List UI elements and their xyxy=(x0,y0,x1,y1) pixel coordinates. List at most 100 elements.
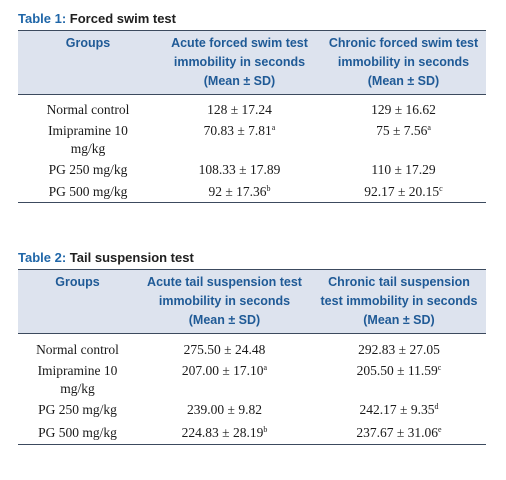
tail-suspension-table: Groups Acute tail suspension test immobili… xyxy=(18,269,486,445)
acute-value-cell: 239.00 ± 9.82 xyxy=(137,398,312,421)
chronic-value-cell: 129 ± 16.62 xyxy=(321,95,486,120)
group-label-line: Imipramine 10 xyxy=(37,363,118,378)
chronic-significance-mark: a xyxy=(427,123,431,132)
chronic-value: 92.17 ± 20.15 xyxy=(364,184,440,199)
chronic-value-cell: 75 ± 7.56a xyxy=(321,119,486,158)
group-label-line: mg/kg xyxy=(60,381,95,396)
acute-value: 128 ± 17.24 xyxy=(207,102,272,117)
acute-significance-mark: b xyxy=(266,184,271,193)
chronic-value-cell: 292.83 ± 27.05 xyxy=(312,334,486,360)
acute-value-cell: 108.33 ± 17.89 xyxy=(158,158,321,180)
group-label-line: Imipramine 10 xyxy=(48,123,128,138)
chronic-value: 129 ± 16.62 xyxy=(371,102,436,117)
group-cell: Normal control xyxy=(18,95,158,120)
chronic-value-cell: 242.17 ± 9.35d xyxy=(312,398,486,421)
table1-caption: Table 1: Forced swim test xyxy=(18,8,486,30)
group-cell: PG 500 mg/kg xyxy=(18,421,137,445)
table-row: PG 250 mg/kg 239.00 ± 9.82 242.17 ± 9.35d xyxy=(18,398,486,421)
table-row: PG 500 mg/kg 92 ± 17.36b 92.17 ± 20.15c xyxy=(18,180,486,203)
acute-value: 275.50 ± 24.48 xyxy=(183,342,266,357)
table1-chronic-header-line: immobility in seconds xyxy=(337,55,470,69)
acute-value: 207.00 ± 17.10 xyxy=(181,363,264,378)
acute-value-cell: 275.50 ± 24.48 xyxy=(137,334,312,360)
group-label-line: PG 250 mg/kg xyxy=(48,162,128,177)
acute-value: 239.00 ± 9.82 xyxy=(187,402,262,417)
table2-groups-header-line: Groups xyxy=(55,275,100,289)
table2-acute-header-line: immobility in seconds xyxy=(158,294,291,308)
table1-groups-header-line: Groups xyxy=(65,36,111,50)
table2-caption-title: Tail suspension test xyxy=(69,250,194,265)
table2-block: Table 2: Tail suspension test Groups Acut… xyxy=(18,247,486,445)
table2-groups-header: Groups xyxy=(18,269,137,334)
chronic-significance-mark: e xyxy=(438,425,442,434)
group-label-line: PG 250 mg/kg xyxy=(38,402,117,417)
chronic-significance-mark: c xyxy=(439,184,443,193)
acute-value-cell: 128 ± 17.24 xyxy=(158,95,321,120)
table-row: Normal control 275.50 ± 24.48 292.83 ± 27.… xyxy=(18,334,486,360)
table2-chronic-header-line: Chronic tail suspension xyxy=(328,275,470,289)
table1-acute-header: Acute forced swim test immobility in seco… xyxy=(158,30,321,95)
chronic-value-cell: 237.67 ± 31.06e xyxy=(312,421,486,445)
table-row: PG 500 mg/kg 224.83 ± 28.19b 237.67 ± 31.0… xyxy=(18,421,486,445)
chronic-value: 237.67 ± 31.06 xyxy=(356,425,439,440)
group-label-line: PG 500 mg/kg xyxy=(48,184,128,199)
acute-significance-mark: a xyxy=(271,123,276,132)
acute-value: 108.33 ± 17.89 xyxy=(198,162,281,177)
acute-value-cell: 224.83 ± 28.19b xyxy=(137,421,312,445)
group-cell: PG 500 mg/kg xyxy=(18,180,158,203)
acute-significance-mark: b xyxy=(263,425,268,434)
group-label-line: Normal control xyxy=(36,342,119,357)
table1-caption-title: Forced swim test xyxy=(69,11,176,26)
acute-value-cell: 207.00 ± 17.10a xyxy=(137,359,312,398)
table2-acute-header-line: Acute tail suspension test xyxy=(147,275,302,289)
chronic-value: 205.50 ± 11.59 xyxy=(356,363,438,378)
group-label-line: Normal control xyxy=(46,102,130,117)
table2-acute-header: Acute tail suspension test immobility in … xyxy=(137,269,312,334)
group-cell: PG 250 mg/kg xyxy=(18,398,137,421)
table-row: Imipramine 10 mg/kg 70.83 ± 7.81a 75 ± 7.56… xyxy=(18,119,486,158)
table2-caption: Table 2: Tail suspension test xyxy=(18,247,486,269)
table1-chronic-header-line: Chronic forced swim test xyxy=(328,36,479,50)
chronic-value: 292.83 ± 27.05 xyxy=(358,342,440,357)
group-label-line: PG 500 mg/kg xyxy=(38,425,117,440)
table1-acute-header-line: (Mean ± SD) xyxy=(203,74,276,88)
table1-body: Normal control 128 ± 17.24 129 ± 16.62 Imip… xyxy=(18,95,486,203)
chronic-significance-mark: c xyxy=(437,363,442,372)
chronic-significance-mark: d xyxy=(434,402,439,411)
group-cell: Imipramine 10 mg/kg xyxy=(18,359,137,398)
table2-acute-header-line: (Mean ± SD) xyxy=(188,313,261,327)
group-cell: PG 250 mg/kg xyxy=(18,158,158,180)
chronic-value-cell: 205.50 ± 11.59c xyxy=(312,359,486,398)
table1-block: Table 1: Forced swim test Groups Acute fo… xyxy=(18,8,486,203)
table1-groups-header: Groups xyxy=(18,30,158,95)
table-row: Imipramine 10 mg/kg 207.00 ± 17.10a 205.50 … xyxy=(18,359,486,398)
acute-value: 92 ± 17.36 xyxy=(208,184,267,199)
table2-caption-number: Table 2: xyxy=(18,250,67,265)
chronic-value-cell: 92.17 ± 20.15c xyxy=(321,180,486,203)
table2-header-row: Groups Acute tail suspension test immobili… xyxy=(18,269,486,334)
table1-chronic-header: Chronic forced swim test immobility in se… xyxy=(321,30,486,95)
acute-value-cell: 70.83 ± 7.81a xyxy=(158,119,321,158)
group-cell: Imipramine 10 mg/kg xyxy=(18,119,158,158)
chronic-value: 242.17 ± 9.35 xyxy=(359,402,435,417)
table1-caption-number: Table 1: xyxy=(18,11,67,26)
table1-acute-header-line: Acute forced swim test xyxy=(171,36,308,50)
table2-chronic-header: Chronic tail suspension test immobility i… xyxy=(312,269,486,334)
chronic-value: 75 ± 7.56 xyxy=(376,123,428,138)
table2-chronic-header-line: test immobility in seconds xyxy=(320,294,478,308)
table2-chronic-header-line: (Mean ± SD) xyxy=(363,313,435,327)
table-row: PG 250 mg/kg 108.33 ± 17.89 110 ± 17.29 xyxy=(18,158,486,180)
acute-value: 70.83 ± 7.81 xyxy=(203,123,272,138)
group-cell: Normal control xyxy=(18,334,137,360)
acute-value: 224.83 ± 28.19 xyxy=(181,425,264,440)
table1-header-row: Groups Acute forced swim test immobility i… xyxy=(18,30,486,95)
chronic-value-cell: 110 ± 17.29 xyxy=(321,158,486,180)
forced-swim-table: Groups Acute forced swim test immobility i… xyxy=(18,30,486,203)
table2-body: Normal control 275.50 ± 24.48 292.83 ± 27.… xyxy=(18,334,486,445)
table-row: Normal control 128 ± 17.24 129 ± 16.62 xyxy=(18,95,486,120)
group-label-line: mg/kg xyxy=(70,141,106,156)
acute-value-cell: 92 ± 17.36b xyxy=(158,180,321,203)
table1-chronic-header-line: (Mean ± SD) xyxy=(367,74,440,88)
table1-acute-header-line: immobility in seconds xyxy=(173,55,306,69)
chronic-value: 110 ± 17.29 xyxy=(371,162,436,177)
